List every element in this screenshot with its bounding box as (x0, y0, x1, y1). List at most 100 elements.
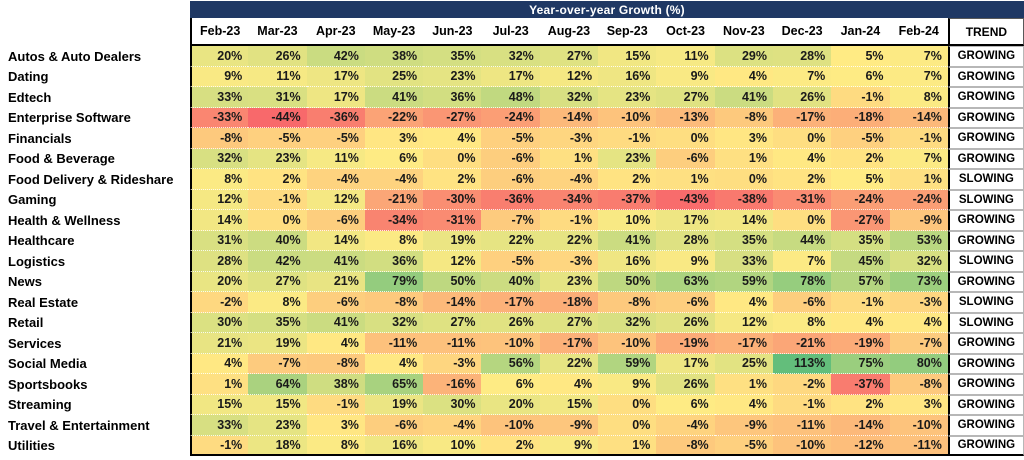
table-row: Sportsbooks 1% 64% 38% 65% -16% 6% 4% 9% 26% 1% -2%… (0, 374, 1024, 395)
heatmap-cell: 3% (889, 394, 948, 415)
month-header: Feb-24 (889, 18, 948, 46)
heatmap-cell: -27% (831, 210, 890, 231)
heatmap-cell: 27% (539, 312, 599, 333)
heatmap-cell: -30% (423, 189, 482, 210)
heatmap-cell: 0% (772, 128, 832, 149)
heatmap-cell: -33% (190, 107, 249, 128)
trend-cell: GROWING (947, 415, 1024, 436)
heatmap-cell: 26% (656, 374, 715, 395)
heatmap-cell: 16% (364, 435, 424, 456)
heatmap-cell: 4% (889, 312, 948, 333)
heatmap-cell: -11% (889, 435, 948, 456)
heatmap-cell: -18% (539, 292, 599, 313)
heatmap-cell: -7% (481, 210, 540, 231)
heatmap-cell: -1% (772, 394, 832, 415)
heatmap-cell: 16% (598, 251, 657, 272)
trend-cell: GROWING (947, 374, 1024, 395)
trend-cell: GROWING (947, 66, 1024, 87)
heatmap-cell: 50% (598, 271, 657, 292)
heatmap-cell: -16% (423, 374, 482, 395)
heatmap-cell: 4% (714, 66, 773, 87)
heatmap-cell: 41% (364, 87, 424, 108)
heatmap-cell: 33% (714, 251, 773, 272)
heatmap-cell: 2% (423, 169, 482, 190)
table-row: News 20% 27% 21% 79% 50% 40% 23% 50% 63% 59% 78% 57%… (0, 271, 1024, 292)
heatmap-cell: 9% (656, 66, 715, 87)
heatmap-cell: -5% (248, 128, 307, 149)
trend-cell: SLOWING (947, 251, 1024, 272)
heatmap-cell: -6% (772, 292, 832, 313)
heatmap-cell: -37% (831, 374, 890, 395)
heatmap-cell: 30% (190, 312, 249, 333)
heatmap-cell: 26% (481, 312, 540, 333)
category-label: News (0, 271, 190, 292)
table-title: Year-over-year Growth (%) (190, 1, 1024, 18)
heatmap-cell: 21% (306, 271, 365, 292)
heatmap-cell: 38% (364, 46, 424, 67)
heatmap-cell: 19% (423, 230, 482, 251)
heatmap-cell: 15% (248, 394, 307, 415)
table-row: Social Media 4% -7% -8% 4% -3% 56% 22% 59% 17% 25%… (0, 353, 1024, 374)
heatmap-cell: -11% (364, 333, 424, 354)
category-label: Dating (0, 66, 190, 87)
heatmap-cell: 17% (306, 66, 365, 87)
category-label: Enterprise Software (0, 107, 190, 128)
heatmap-cell: 63% (656, 271, 715, 292)
heatmap-cell: 31% (248, 87, 307, 108)
heatmap-cell: 44% (772, 230, 832, 251)
category-label: Health & Wellness (0, 210, 190, 231)
month-header: Jul-23 (481, 18, 540, 46)
heatmap-cell: 10% (423, 435, 482, 456)
table-row: Gaming 12% -1% 12% -21% -30% -36% -34% -37% -43% -… (0, 189, 1024, 210)
heatmap-cell: -17% (481, 292, 540, 313)
heatmap-cell: 10% (598, 210, 657, 231)
heatmap-cell: 1% (190, 374, 249, 395)
heatmap-cell: -4% (364, 169, 424, 190)
trend-cell: SLOWING (947, 292, 1024, 313)
heatmap-cell: -10% (772, 435, 832, 456)
table-row: Services 21% 19% 4% -11% -11% -10% -17% -10% -19%… (0, 333, 1024, 354)
heatmap-cell: 23% (248, 148, 307, 169)
heatmap-cell: 27% (656, 87, 715, 108)
heatmap-cell: -10% (889, 415, 948, 436)
heatmap-cell: 41% (714, 87, 773, 108)
heatmap-cell: -12% (831, 435, 890, 456)
heatmap-cell: 53% (889, 230, 948, 251)
month-header: Oct-23 (656, 18, 715, 46)
heatmap-cell: 28% (772, 46, 832, 67)
heatmap-cell: 35% (831, 230, 890, 251)
heatmap-cell: 9% (656, 251, 715, 272)
heatmap-cell: 26% (772, 87, 832, 108)
heatmap-cell: 12% (714, 312, 773, 333)
heatmap-cell: 2% (772, 169, 832, 190)
title-row-corner (0, 1, 190, 18)
heatmap-cell: 17% (656, 210, 715, 231)
heatmap-cell: 42% (248, 251, 307, 272)
trend-column-header: TREND (947, 18, 1024, 46)
heatmap-cell: 22% (539, 230, 599, 251)
heatmap-cell: 8% (772, 312, 832, 333)
heatmap-cell: 35% (714, 230, 773, 251)
heatmap-rows: Autos & Auto Dealers 20% 26% 42% 38% 35% 32% 27… (0, 46, 1024, 456)
heatmap-cell: -24% (831, 189, 890, 210)
heatmap-cell: -6% (364, 415, 424, 436)
category-label: Gaming (0, 189, 190, 210)
heatmap-cell: 27% (248, 271, 307, 292)
heatmap-cell: 64% (248, 374, 307, 395)
heatmap-cell: -1% (831, 87, 890, 108)
heatmap-cell: 29% (714, 46, 773, 67)
heatmap-cell: -8% (190, 128, 249, 149)
heatmap-cell: 0% (248, 210, 307, 231)
heatmap-cell: -27% (423, 107, 482, 128)
heatmap-cell: -3% (889, 292, 948, 313)
heatmap-cell: 20% (481, 394, 540, 415)
heatmap-cell: -17% (714, 333, 773, 354)
heatmap-cell: 4% (714, 394, 773, 415)
heatmap-cell: 42% (306, 46, 365, 67)
heatmap-cell: -3% (539, 128, 599, 149)
heatmap-cell: 14% (190, 210, 249, 231)
heatmap-cell: -6% (306, 210, 365, 231)
heatmap-cell: -6% (656, 292, 715, 313)
heatmap-cell: 4% (306, 333, 365, 354)
heatmap-cell: 23% (539, 271, 599, 292)
